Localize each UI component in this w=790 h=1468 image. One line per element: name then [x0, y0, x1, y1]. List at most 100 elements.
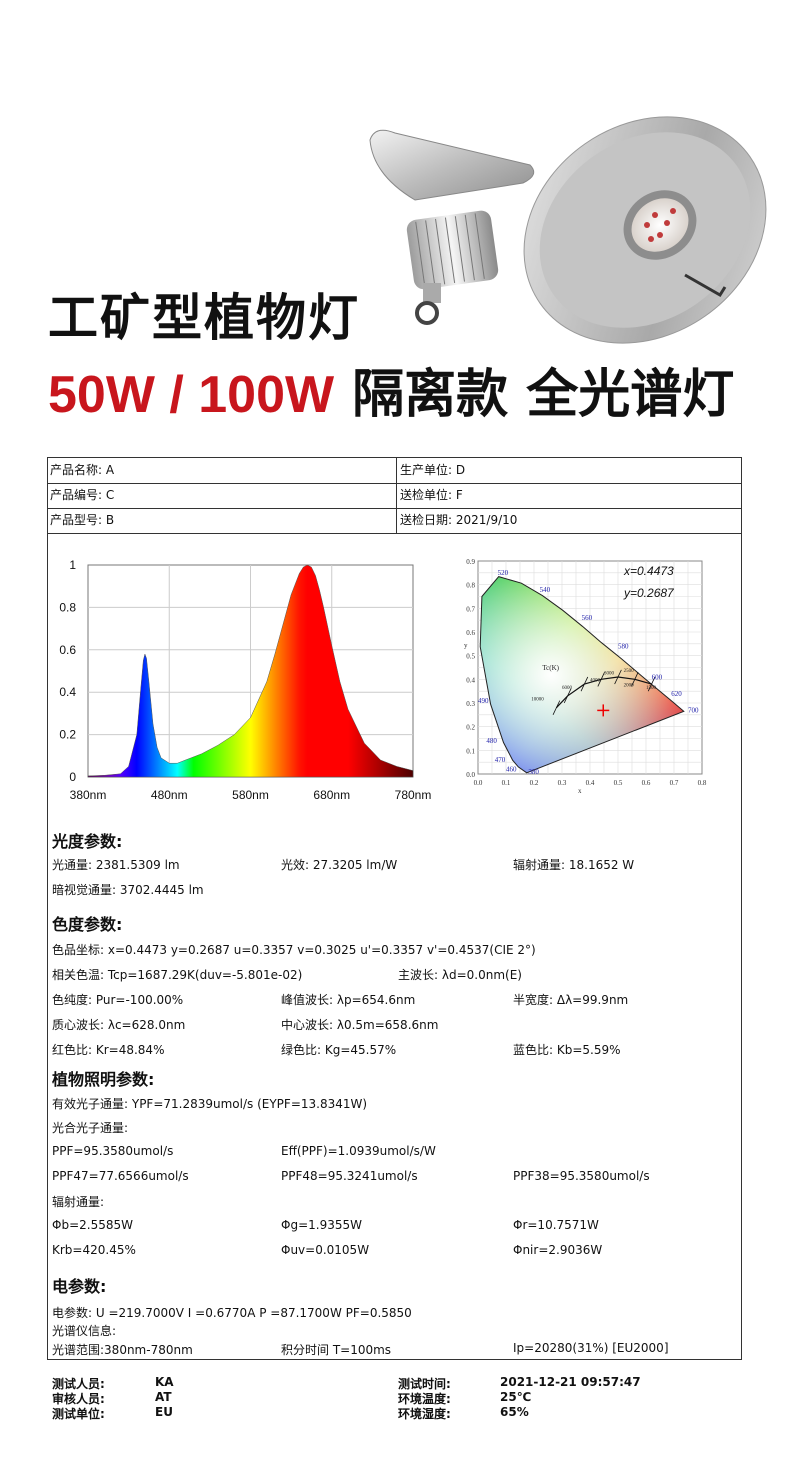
cct-tick-label: 4000 [590, 679, 601, 684]
humidity-label: 环境湿度: [398, 1407, 451, 1421]
scotopic-flux: 暗视觉通量: 3702.4445 lm [52, 883, 204, 897]
phi-nir: Φnir=2.9036W [513, 1243, 603, 1257]
isotherm-line [552, 700, 561, 716]
wavelength-label: 520 [498, 569, 509, 577]
x-tick-label: 0.8 [698, 779, 707, 787]
y-tick-label: 0.9 [466, 558, 475, 566]
headline-power: 50W / 100W 隔离款 全光谱灯 [48, 352, 734, 427]
ppf38-value: PPF38=95.3580umol/s [513, 1169, 650, 1183]
electrical-parameters: 电参数: U =219.7000V I =0.6770A P =87.1700W… [52, 1306, 412, 1320]
isotherm-line [597, 672, 605, 687]
phi-green: Φg=1.9355W [281, 1218, 362, 1232]
headline-wattage: 50W / 100W [48, 366, 335, 424]
peak-wavelength: 峰值波长: λp=654.6nm [281, 993, 416, 1007]
luminous-efficacy: 光效: 27.3205 lm/W [281, 858, 398, 872]
ypf-value: 有效光子通量: YPF=71.2839umol/s (EYPF=13.8341W… [52, 1097, 368, 1111]
y-tick-label: 0.3 [466, 700, 475, 708]
cie-locus [479, 576, 685, 774]
submit-date: 送检日期: 2021/9/10 [400, 513, 518, 527]
y-tick-label: 0.4 [59, 685, 76, 699]
section-color-title: 色度参数: [52, 915, 123, 934]
wavelength-label: 480 [486, 737, 497, 745]
x-tick-label: 0.2 [530, 779, 539, 787]
section-electric-title: 电参数: [52, 1277, 107, 1296]
product-model: 产品型号: B [50, 513, 115, 527]
x-tick-label: 580nm [232, 788, 269, 802]
ppf47-value: PPF47=77.6566umol/s [52, 1169, 189, 1183]
wavelength-label: 380 [528, 768, 539, 776]
color-purity: 色纯度: Pur=-100.00% [52, 993, 184, 1007]
y-tick-label: 0.2 [466, 724, 475, 732]
cct-tick-label: 10000 [531, 698, 544, 703]
blue-ratio: 蓝色比: Kb=5.59% [513, 1043, 621, 1057]
wavelength-label: 460 [506, 766, 517, 774]
cct-tick-label: 3000 [604, 672, 615, 677]
cct-tick-label: 1500 [646, 686, 657, 691]
lamp-right [523, 116, 767, 344]
x-tick-label: 0.7 [670, 779, 679, 787]
y-axis-label: y [464, 642, 468, 650]
correlated-color-temperature: 相关色温: Tcp=1687.29K(duv=-5.801e-02) [52, 968, 303, 982]
cct-tick-label: 2500 [624, 669, 635, 674]
y-tick-label: 0.2 [59, 728, 76, 742]
isotherm-line [580, 676, 589, 692]
x-tick-label: 0.5 [614, 779, 623, 787]
humidity-value: 65% [500, 1405, 529, 1419]
section-photometric-title: 光度参数: [52, 832, 123, 851]
green-ratio: 绿色比: Kg=45.57% [281, 1043, 397, 1057]
x-tick-label: 380nm [70, 788, 107, 802]
cct-tick-label: 2000 [624, 683, 635, 688]
cie-chromaticity-chart: 0.0 0.1 0.2 0.3 0.4 0.5 0.6 0.7 0.8 0.9 0.8 0.7 0.6 0… [464, 558, 707, 795]
radiant-flux: 辐射通量: 18.1652 W [513, 858, 635, 872]
test-report: 产品名称: A 生产单位: D 产品编号: C 送检单位: F 产品型号: B … [47, 457, 742, 1360]
wavelength-label: 540 [540, 586, 551, 594]
product-name: 产品名称: A [50, 463, 115, 477]
tester-value: KA [155, 1375, 174, 1389]
wavelength-label: 580 [618, 643, 629, 651]
x-tick-label: 0.4 [586, 779, 595, 787]
spectrum-chart: 380nm 480nm 580nm 680nm 780nm 1 0.8 0.6 0.4 0.2 0 [59, 558, 431, 802]
y-tick-label: 0.1 [466, 747, 475, 755]
y-tick-label: 1 [69, 558, 76, 572]
wavelength-label: 620 [671, 690, 682, 698]
section-plant-title: 植物照明参数: [52, 1070, 155, 1089]
cct-label: Tc(K) [542, 664, 559, 672]
ppf48-value: PPF48=95.3241umol/s [281, 1169, 418, 1183]
centroid-wavelength: 质心波长: λc=628.0nm [52, 1018, 186, 1032]
isotherm-line [631, 672, 639, 687]
header-row: 产品编号: C 送检单位: F [48, 483, 741, 509]
x-tick-label: 680nm [313, 788, 350, 802]
wavelength-label: 490 [478, 697, 489, 705]
dominant-wavelength: 主波长: λd=0.0nm(E) [398, 968, 522, 982]
test-unit-label: 测试单位: [52, 1407, 105, 1421]
product-number: 产品编号: C [50, 488, 115, 502]
x-tick-label: 0.0 [474, 779, 483, 787]
manufacturer: 生产单位: D [400, 463, 466, 477]
spectrum-area [87, 564, 414, 778]
y-tick-label: 0.5 [466, 653, 475, 661]
fwhm: 半宽度: Δλ=99.9nm [513, 993, 629, 1007]
radiant-flux-label: 辐射通量: [52, 1195, 105, 1209]
phi-blue: Φb=2.5585W [52, 1218, 133, 1232]
isotherm-line [563, 688, 572, 704]
x-axis-label: x [578, 787, 582, 795]
ppf-value: PPF=95.3580umol/s [52, 1144, 174, 1158]
header-row: 产品名称: A 生产单位: D [48, 458, 741, 484]
isotherm-line [647, 676, 656, 692]
headline-product-type: 工矿型植物灯 [48, 289, 360, 347]
test-time-value: 2021-12-21 09:57:47 [500, 1375, 641, 1389]
isotherm-line [614, 669, 622, 685]
ppf-efficiency: Eff(PPF)=1.0939umol/s/W [281, 1144, 436, 1158]
wavelength-label: 560 [582, 614, 593, 622]
reviewer-label: 审核人员: [52, 1392, 105, 1406]
krb-value: Krb=420.45% [52, 1243, 136, 1257]
cct-tick-label: 6000 [562, 686, 573, 691]
red-ratio: 红色比: Kr=48.84% [52, 1043, 165, 1057]
y-tick-label: 0.8 [59, 600, 76, 614]
chromaticity-annotation: x=0.4473 [623, 564, 674, 578]
y-tick-label: 0.8 [466, 582, 475, 590]
phi-uv: Φuv=0.0105W [281, 1243, 370, 1257]
headline-subtitle: 隔离款 全光谱灯 [352, 365, 735, 425]
product-image [369, 116, 767, 344]
lamp-left [369, 129, 535, 325]
